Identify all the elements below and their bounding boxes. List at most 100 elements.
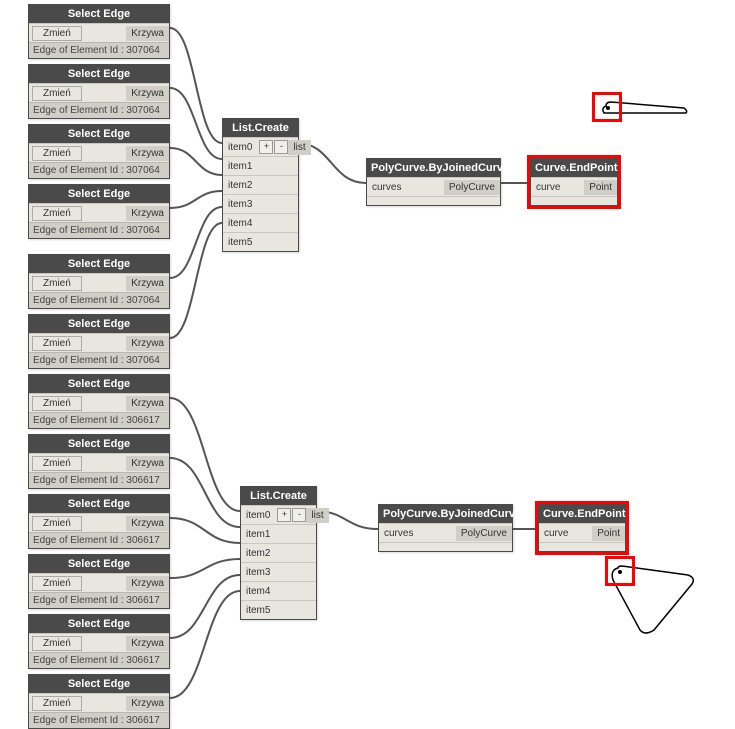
remove-item-button[interactable]: - <box>292 508 306 522</box>
node-footer: Edge of Element Id : 307064 <box>29 222 169 238</box>
input-port-item4[interactable]: item4 <box>241 586 275 597</box>
output-port-krzywa[interactable]: Krzywa <box>126 516 169 531</box>
select-edge-node[interactable]: Select Edge Zmień Krzywa Edge of Element… <box>28 254 170 309</box>
change-button[interactable]: Zmień <box>32 206 82 221</box>
node-footer: Edge of Element Id : 307064 <box>29 42 169 58</box>
change-button[interactable]: Zmień <box>32 336 82 351</box>
node-footer: Edge of Element Id : 307064 <box>29 352 169 368</box>
node-header: Select Edge <box>29 615 169 633</box>
output-port-list[interactable]: list <box>306 508 328 523</box>
node-header: Curve.EndPoint <box>539 505 625 523</box>
change-button[interactable]: Zmień <box>32 456 82 471</box>
node-header: Select Edge <box>29 255 169 273</box>
output-port-polycurve[interactable]: PolyCurve <box>444 180 500 195</box>
output-port-krzywa[interactable]: Krzywa <box>126 336 169 351</box>
node-header: Select Edge <box>29 125 169 143</box>
output-port-krzywa[interactable]: Krzywa <box>126 86 169 101</box>
node-footer: Edge of Element Id : 306617 <box>29 472 169 488</box>
polycurve-byjoinedcurves-node[interactable]: PolyCurve.ByJoinedCurves curves PolyCurv… <box>366 158 501 206</box>
annotation-highlight-box-1 <box>592 92 622 122</box>
input-port-item2[interactable]: item2 <box>223 180 257 191</box>
select-edge-node[interactable]: Select Edge Zmień Krzywa Edge of Element… <box>28 614 170 669</box>
input-port-curve[interactable]: curve <box>539 528 573 539</box>
select-edge-node[interactable]: Select Edge Zmień Krzywa Edge of Element… <box>28 64 170 119</box>
change-button[interactable]: Zmień <box>32 696 82 711</box>
output-port-krzywa[interactable]: Krzywa <box>126 26 169 41</box>
input-port-curves[interactable]: curves <box>367 182 406 193</box>
output-port-polycurve[interactable]: PolyCurve <box>456 526 512 541</box>
input-port-item1[interactable]: item1 <box>223 161 257 172</box>
node-header: Select Edge <box>29 375 169 393</box>
select-edge-node[interactable]: Select Edge Zmień Krzywa Edge of Element… <box>28 494 170 549</box>
node-header: List.Create <box>223 119 298 137</box>
select-edge-node[interactable]: Select Edge Zmień Krzywa Edge of Element… <box>28 4 170 59</box>
node-header: Select Edge <box>29 675 169 693</box>
select-edge-node[interactable]: Select Edge Zmień Krzywa Edge of Element… <box>28 124 170 179</box>
node-header: Select Edge <box>29 555 169 573</box>
node-header: Select Edge <box>29 5 169 23</box>
input-port-item5[interactable]: item5 <box>223 237 257 248</box>
change-button[interactable]: Zmień <box>32 576 82 591</box>
change-button[interactable]: Zmień <box>32 636 82 651</box>
add-item-button[interactable]: + <box>277 508 291 522</box>
input-port-curves[interactable]: curves <box>379 528 418 539</box>
node-header: Curve.EndPoint <box>531 159 617 177</box>
input-port-item5[interactable]: item5 <box>241 605 275 616</box>
change-button[interactable]: Zmień <box>32 26 82 41</box>
output-port-krzywa[interactable]: Krzywa <box>126 696 169 711</box>
input-port-item4[interactable]: item4 <box>223 218 257 229</box>
node-header: Select Edge <box>29 65 169 83</box>
select-edge-node[interactable]: Select Edge Zmień Krzywa Edge of Element… <box>28 184 170 239</box>
remove-item-button[interactable]: - <box>274 140 288 154</box>
output-port-krzywa[interactable]: Krzywa <box>126 456 169 471</box>
node-footer: Edge of Element Id : 306617 <box>29 592 169 608</box>
select-edge-node[interactable]: Select Edge Zmień Krzywa Edge of Element… <box>28 314 170 369</box>
node-header: List.Create <box>241 487 316 505</box>
node-header: Select Edge <box>29 185 169 203</box>
output-port-krzywa[interactable]: Krzywa <box>126 576 169 591</box>
list-create-node[interactable]: List.Create item0 + - list item1item2ite… <box>240 486 317 620</box>
input-port-item3[interactable]: item3 <box>241 567 275 578</box>
select-edge-node[interactable]: Select Edge Zmień Krzywa Edge of Element… <box>28 674 170 729</box>
input-port-item0[interactable]: item0 <box>241 510 275 521</box>
select-edge-node[interactable]: Select Edge Zmień Krzywa Edge of Element… <box>28 374 170 429</box>
output-port-krzywa[interactable]: Krzywa <box>126 146 169 161</box>
change-button[interactable]: Zmień <box>32 396 82 411</box>
node-footer: Edge of Element Id : 306617 <box>29 652 169 668</box>
change-button[interactable]: Zmień <box>32 516 82 531</box>
select-edge-node[interactable]: Select Edge Zmień Krzywa Edge of Element… <box>28 554 170 609</box>
add-item-button[interactable]: + <box>259 140 273 154</box>
input-port-item2[interactable]: item2 <box>241 548 275 559</box>
annotation-highlight-box-2 <box>605 556 635 586</box>
change-button[interactable]: Zmień <box>32 276 82 291</box>
list-create-node[interactable]: List.Create item0 + - list item1item2ite… <box>222 118 299 252</box>
output-port-point[interactable]: Point <box>584 180 617 195</box>
node-header: Select Edge <box>29 435 169 453</box>
input-port-item0[interactable]: item0 <box>223 142 257 153</box>
change-button[interactable]: Zmień <box>32 86 82 101</box>
output-port-krzywa[interactable]: Krzywa <box>126 276 169 291</box>
curve-endpoint-node[interactable]: Curve.EndPoint curve Point <box>530 158 618 206</box>
select-edge-node[interactable]: Select Edge Zmień Krzywa Edge of Element… <box>28 434 170 489</box>
output-port-krzywa[interactable]: Krzywa <box>126 396 169 411</box>
input-port-curve[interactable]: curve <box>531 182 565 193</box>
node-footer: Edge of Element Id : 307064 <box>29 162 169 178</box>
input-port-item1[interactable]: item1 <box>241 529 275 540</box>
node-header: PolyCurve.ByJoinedCurves <box>379 505 512 523</box>
curve-endpoint-node[interactable]: Curve.EndPoint curve Point <box>538 504 626 552</box>
change-button[interactable]: Zmień <box>32 146 82 161</box>
output-port-list[interactable]: list <box>288 140 310 155</box>
polycurve-byjoinedcurves-node[interactable]: PolyCurve.ByJoinedCurves curves PolyCurv… <box>378 504 513 552</box>
node-header: Select Edge <box>29 495 169 513</box>
node-footer: Edge of Element Id : 307064 <box>29 292 169 308</box>
output-port-krzywa[interactable]: Krzywa <box>126 206 169 221</box>
node-header: PolyCurve.ByJoinedCurves <box>367 159 500 177</box>
node-footer: Edge of Element Id : 306617 <box>29 712 169 728</box>
node-footer: Edge of Element Id : 306617 <box>29 412 169 428</box>
node-header: Select Edge <box>29 315 169 333</box>
node-footer: Edge of Element Id : 306617 <box>29 532 169 548</box>
input-port-item3[interactable]: item3 <box>223 199 257 210</box>
output-port-point[interactable]: Point <box>592 526 625 541</box>
output-port-krzywa[interactable]: Krzywa <box>126 636 169 651</box>
node-footer: Edge of Element Id : 307064 <box>29 102 169 118</box>
